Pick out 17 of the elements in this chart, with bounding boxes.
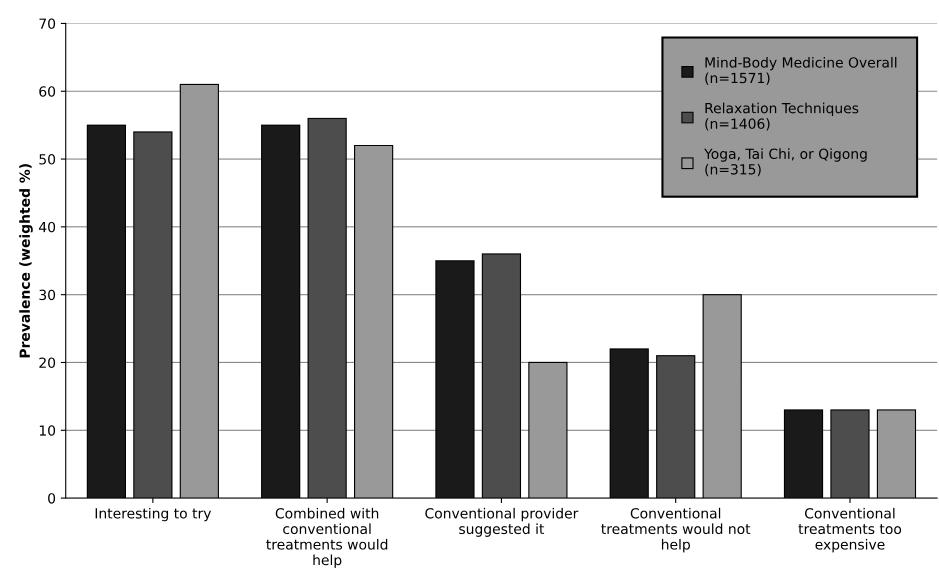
y-tick-label: 0 [48,493,56,504]
y-tick-label: 30 [39,290,56,300]
y-tick-label: 40 [39,222,56,232]
y-tick-label: 10 [40,425,56,436]
y-tick-label: 20 [39,357,56,368]
y-axis-title: Prevalence (weighted %) [19,164,33,358]
legend-label: Yoga, Tai Chi, or Qigong (n=315) [704,148,867,176]
x-tick-label: Conventional treatments too expensive [798,508,902,552]
y-tick-label: 60 [39,86,56,97]
legend-label: Relaxation Techniques (n=1406) [705,102,858,131]
y-tick-label: 70 [39,18,56,29]
x-tick-label: Conventional treatments would not help [601,508,750,552]
x-tick-label: Conventional provider suggested it [425,508,578,537]
y-tick-label: 50 [39,154,56,165]
legend-label: Mind-Body Medicine Overall (n=1571) [705,56,896,85]
x-tick-label: Combined with conventional treatments would help [266,508,388,568]
x-tick-label: Interesting to try [96,508,212,522]
